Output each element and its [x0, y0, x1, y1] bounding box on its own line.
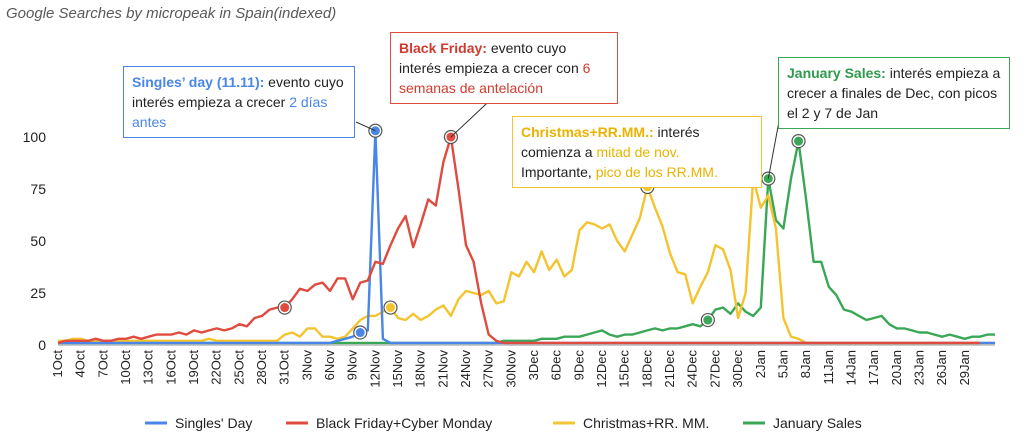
x-tick-label: 21Nov	[435, 350, 450, 388]
x-tick-label: 14Jan	[843, 350, 858, 385]
x-tick-label: 11Jan	[821, 350, 836, 384]
x-tick-label: 3Nov	[299, 350, 314, 381]
x-tick-label: 19Oct	[186, 350, 201, 385]
marker-dot-jan	[703, 315, 713, 325]
y-tick-label: 0	[38, 337, 46, 353]
x-axis: 1Oct 4Oct 7Oct 10Oct 13Oct 16Oct 19Oct 22Oct 25O…	[50, 350, 972, 388]
legend-label-jan: January Sales	[773, 415, 862, 431]
x-tick-label: 29Jan	[957, 350, 972, 385]
callout-bf-accent: 6 semanas de antelación	[399, 60, 591, 96]
x-tick-label: 31Oct	[277, 350, 292, 385]
x-tick-label: 17Jan	[866, 350, 881, 385]
callout-singles-accent: 2 días antes	[132, 94, 328, 130]
callout-bf-head: Black Friday:	[399, 40, 487, 56]
x-tick-label: 27Dec	[707, 350, 722, 388]
x-tick-label: 15Dec	[617, 350, 632, 388]
series-line-xmas	[58, 177, 995, 345]
legend: Singles' Day Black Friday+Cyber Monday Chr…	[145, 415, 862, 431]
x-tick-label: 15Nov	[390, 350, 405, 388]
x-tick-label: 24Dec	[685, 350, 700, 388]
marker-dot-singles	[355, 328, 365, 338]
x-tick-label: 5Jan	[775, 350, 790, 378]
x-tick-label: 18Dec	[639, 350, 654, 388]
x-tick-label: 25Oct	[231, 350, 246, 385]
callout-xmas-accent2: pico de los RR.MM.	[595, 164, 718, 180]
y-axis: 0 25 50 75 100	[23, 129, 995, 353]
x-tick-label: 10Oct	[118, 350, 133, 385]
x-tick-label: 12Nov	[367, 350, 382, 388]
x-tick-label: 2Jan	[753, 350, 768, 378]
x-tick-label: 9Dec	[571, 350, 586, 381]
callout-xmas-body2: Importante,	[521, 164, 596, 180]
x-tick-label: 28Oct	[254, 350, 269, 385]
callout-xmas-accent1: mitad de nov.	[596, 144, 680, 160]
x-tick-label: 24Nov	[458, 350, 473, 388]
callout-singles-day: Singles’ day (11.11): evento cuyo interé…	[123, 66, 355, 138]
callout-jan-body: interés empieza a crecer a finales de De…	[787, 65, 1001, 121]
x-tick-label: 8Jan	[798, 350, 813, 378]
series-line-bf	[57, 135, 980, 345]
x-tick-label: 30Nov	[503, 350, 518, 388]
callout-bf-body: evento cuyo interés empieza a crecer con	[399, 40, 583, 76]
x-tick-label: 21Dec	[662, 350, 677, 388]
x-tick-label: 4Oct	[73, 350, 88, 378]
callout-christmas: Christmas+RR.MM.: interés comienza a mit…	[512, 116, 762, 188]
y-tick-label: 100	[23, 129, 47, 145]
legend-label-singles: Singles' Day	[175, 415, 252, 431]
x-tick-label: 7Oct	[95, 350, 110, 378]
x-tick-label: 6Dec	[549, 350, 564, 381]
y-tick-label: 75	[30, 181, 46, 197]
x-tick-label: 18Nov	[413, 350, 428, 388]
marker-dot-xmas	[385, 303, 395, 313]
x-tick-label: 20Jan	[889, 350, 904, 385]
x-tick-label: 12Dec	[594, 350, 609, 388]
x-tick-label: 27Nov	[481, 350, 496, 388]
callout-singles-body: evento cuyo interés empieza a crecer	[132, 74, 344, 110]
x-tick-label: 16Oct	[163, 350, 178, 385]
y-tick-label: 25	[30, 285, 46, 301]
chart-title: Google Searches by micropeak in Spain(in…	[6, 5, 337, 22]
callout-january-sales: January Sales: interés empieza a crecer …	[778, 57, 1010, 129]
x-tick-label: 6Nov	[322, 350, 337, 381]
x-tick-label: 1Oct	[50, 350, 65, 378]
x-tick-label: 3Dec	[526, 350, 541, 381]
legend-label-xmas: Christmas+RR. MM.	[583, 415, 709, 431]
x-tick-label: 26Jan	[934, 350, 949, 385]
callout-xmas-head: Christmas+RR.MM.:	[521, 124, 654, 140]
marker-dot-jan	[794, 136, 804, 146]
y-tick-label: 50	[30, 233, 46, 249]
callout-jan-head: January Sales:	[787, 65, 886, 81]
x-tick-label: 22Oct	[209, 350, 224, 385]
callout-black-friday: Black Friday: evento cuyo interés empiez…	[390, 32, 618, 104]
x-tick-label: 30Dec	[730, 350, 745, 388]
x-tick-label: 23Jan	[911, 350, 926, 385]
legend-label-bf: Black Friday+Cyber Monday	[316, 415, 492, 431]
x-tick-label: 9Nov	[345, 350, 360, 381]
x-tick-label: 13Oct	[141, 350, 156, 385]
pointer-singles	[355, 121, 376, 132]
series-layer	[57, 129, 995, 345]
marker-dot-bf	[280, 303, 290, 313]
callout-singles-head: Singles’ day (11.11):	[132, 74, 265, 90]
callout-xmas-body1: interés comienza a	[521, 124, 700, 160]
